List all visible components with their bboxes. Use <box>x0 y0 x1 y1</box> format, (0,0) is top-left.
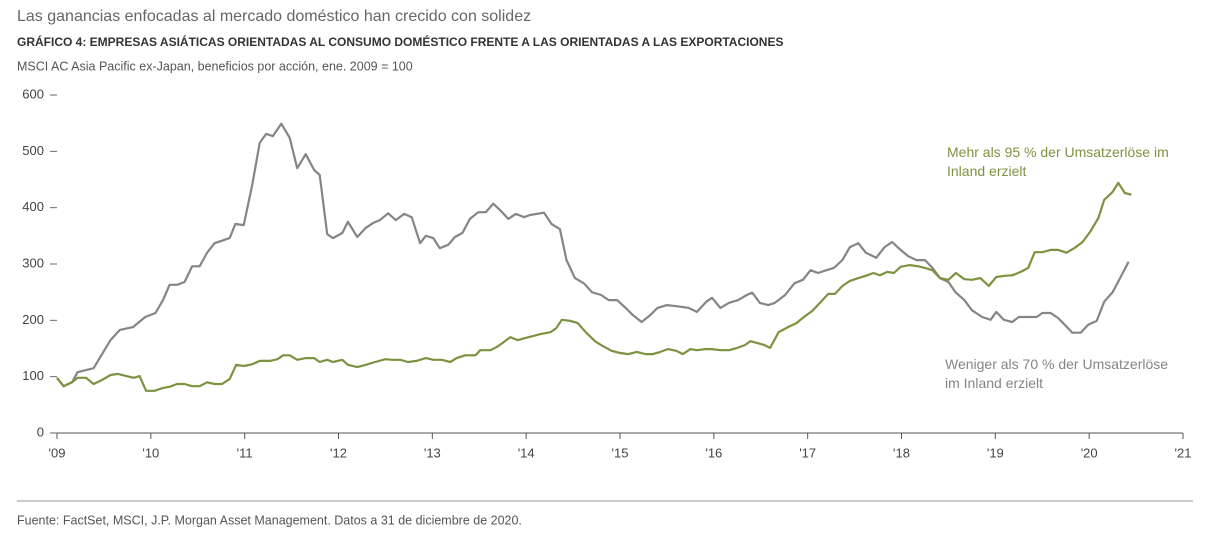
x-tick-label: '13 <box>424 445 441 460</box>
y-tick-label: 0 <box>37 424 44 439</box>
x-tick-label: '14 <box>518 445 535 460</box>
x-tick-label: '21 <box>1175 445 1192 460</box>
x-tick-label: '19 <box>987 445 1004 460</box>
x-tick-label: '09 <box>49 445 66 460</box>
series-label: Weniger als 70 % der Umsatzerlöse im Inl… <box>945 356 1169 391</box>
source-note: Fuente: FactSet, MSCI, J.P. Morgan Asset… <box>17 513 522 527</box>
x-tick-label: '12 <box>330 445 347 460</box>
series-label: Mehr als 95 % der Umsatzerlöse im Inland… <box>947 144 1169 179</box>
y-tick-label: 600 <box>22 86 44 101</box>
x-tick-label: '20 <box>1081 445 1098 460</box>
x-tick-label: '11 <box>237 445 253 460</box>
series-line <box>56 181 1132 392</box>
x-tick-label: '10 <box>142 445 159 460</box>
series-line <box>56 122 1130 388</box>
x-tick-label: '17 <box>799 445 816 460</box>
y-tick-label: 300 <box>22 255 44 270</box>
chart-subtitle: GRÁFICO 4: EMPRESAS ASIÁTICAS ORIENTADAS… <box>17 34 783 49</box>
y-tick-label: 100 <box>22 368 44 383</box>
chart-title: Las ganancias enfocadas al mercado domés… <box>17 8 531 25</box>
y-tick-label: 500 <box>22 143 44 158</box>
x-tick-label: '15 <box>612 445 629 460</box>
x-tick-label: '18 <box>893 445 910 460</box>
y-tick-label: 200 <box>22 312 44 327</box>
x-tick-label: '16 <box>705 445 722 460</box>
y-tick-label: 400 <box>22 199 44 214</box>
y-axis-label: MSCI AC Asia Pacific ex-Japan, beneficio… <box>17 59 413 73</box>
